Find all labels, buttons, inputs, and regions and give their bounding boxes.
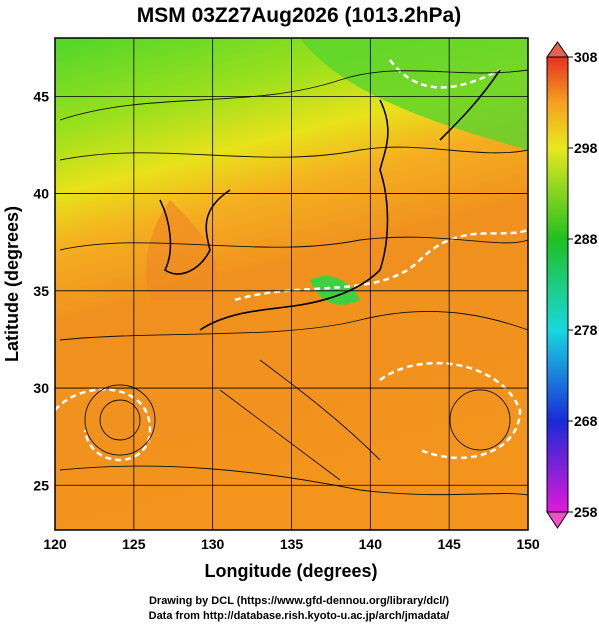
colorbar-tick-label: 288 (574, 231, 598, 247)
y-tick-label: 40 (33, 186, 49, 202)
colorbar-tick-label: 278 (574, 322, 598, 338)
x-tick-label: 125 (122, 536, 146, 552)
x-tick-label: 135 (280, 536, 304, 552)
colorbar-tick-label: 308 (574, 49, 598, 65)
title: MSM 03Z27Aug2026 (1013.2hPa) (137, 4, 461, 27)
credit: Data from http://database.rish.kyoto-u.a… (149, 610, 450, 622)
y-tick-label: 35 (33, 283, 49, 299)
x-axis-label: Longitude (degrees) (204, 561, 377, 581)
x-tick-label: 145 (437, 536, 461, 552)
plot-frame (54, 37, 529, 531)
colorbar (546, 41, 573, 529)
y-tick-label: 25 (33, 477, 49, 493)
y-tick-label: 30 (33, 380, 49, 396)
colorbar-tick-label: 258 (574, 504, 598, 520)
x-tick-label: 130 (201, 536, 225, 552)
y-tick-label: 45 (33, 88, 49, 104)
x-tick-label: 150 (516, 536, 540, 552)
y-axis-label: Latitude (degrees) (2, 206, 22, 362)
x-tick-label: 140 (359, 536, 383, 552)
colorbar-tick-label: 268 (574, 413, 598, 429)
x-tick-label: 120 (43, 536, 67, 552)
colorbar-tick-label: 298 (574, 140, 598, 156)
credit: Drawing by DCL (https://www.gfd-dennou.o… (149, 595, 449, 607)
